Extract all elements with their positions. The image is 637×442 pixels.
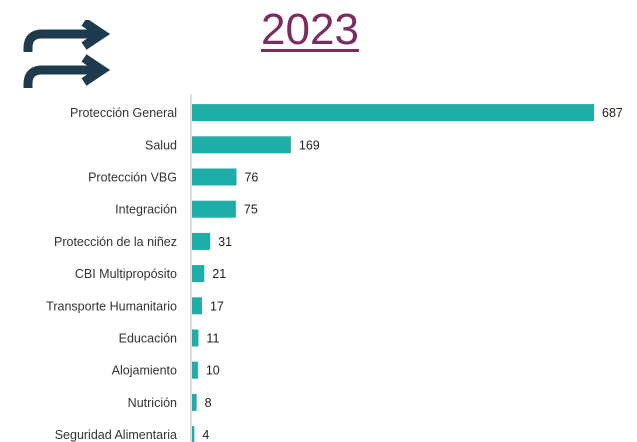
bar bbox=[192, 232, 211, 250]
category-label: Protección General bbox=[70, 106, 177, 120]
bar bbox=[192, 168, 237, 186]
data-label: 4 bbox=[202, 428, 209, 442]
data-label: 8 bbox=[205, 396, 212, 410]
data-label: 687 bbox=[602, 106, 623, 120]
data-label: 17 bbox=[210, 299, 224, 313]
data-label: 10 bbox=[206, 364, 220, 378]
data-label: 11 bbox=[206, 332, 219, 346]
bar bbox=[192, 265, 205, 283]
category-label: Alojamiento bbox=[112, 364, 177, 378]
double-redo-arrows-icon bbox=[23, 20, 111, 88]
bar bbox=[192, 104, 594, 122]
category-label: Protección de la niñez bbox=[54, 235, 177, 249]
bar bbox=[192, 297, 202, 315]
chart-year-title: 2023 bbox=[261, 5, 359, 54]
bar bbox=[192, 393, 197, 411]
bar bbox=[192, 426, 195, 442]
data-label: 75 bbox=[244, 203, 258, 217]
data-label: 169 bbox=[299, 138, 320, 152]
category-label: Educación bbox=[119, 332, 177, 346]
category-label: Transporte Humanitario bbox=[46, 299, 177, 313]
bar-chart: Protección General 687 Salud 169 Protección … bbox=[46, 94, 623, 442]
data-label: 31 bbox=[218, 235, 232, 249]
category-label: CBI Multipropósito bbox=[75, 267, 177, 281]
bar bbox=[192, 200, 236, 218]
category-label: Nutrición bbox=[128, 396, 177, 410]
category-label: Protección VBG bbox=[88, 171, 177, 185]
bar bbox=[192, 361, 198, 379]
bar bbox=[192, 136, 291, 154]
data-label: 76 bbox=[244, 171, 258, 185]
bar bbox=[192, 329, 199, 347]
data-label: 21 bbox=[212, 267, 226, 281]
category-label: Seguridad Alimentaria bbox=[55, 428, 177, 442]
category-label: Integración bbox=[115, 203, 177, 217]
category-label: Salud bbox=[145, 138, 177, 152]
